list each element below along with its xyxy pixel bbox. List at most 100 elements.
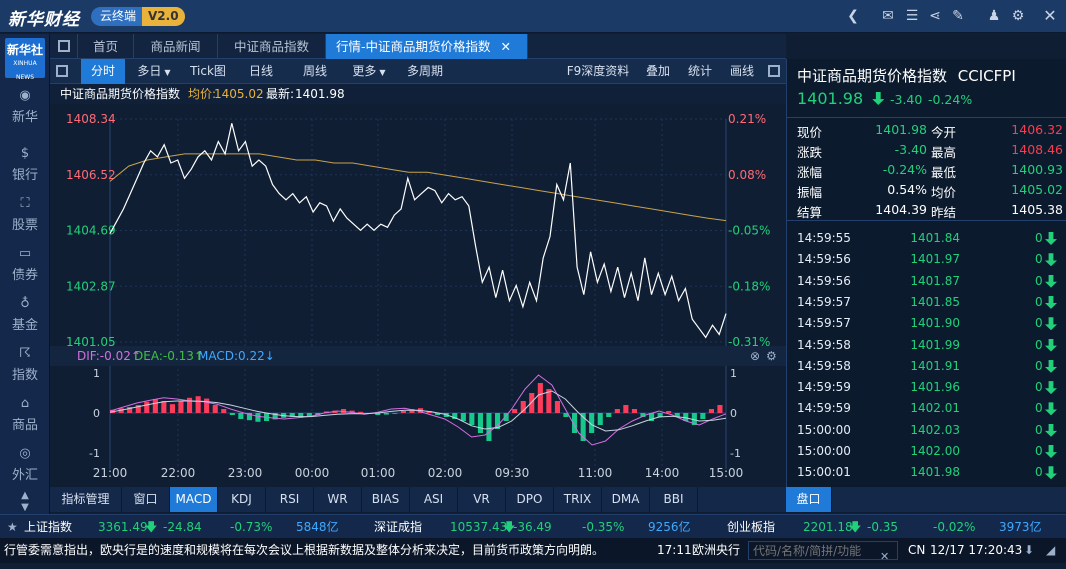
index-name: 中证商品期货价格指数 [60,87,181,101]
y-tick-label: 1406.52 [66,168,116,182]
index-name[interactable]: 创业板指 [727,520,776,534]
close-tab-icon[interactable]: ✕ [500,39,511,54]
down-arrow-icon [872,92,885,105]
code-search-input[interactable] [748,541,898,560]
tool-overlay[interactable]: 叠加 [645,64,670,78]
tab-csi-commodity-index[interactable]: 中证商品指数 [218,34,326,59]
nav-item-forex[interactable]: ◎ 外汇 [0,446,50,483]
macd-bar [383,413,389,415]
right-panel-toggle-button[interactable] [762,59,786,84]
macd-bar [169,404,175,413]
mail-icon[interactable]: ✉ [882,8,894,24]
star-icon[interactable]: ★ [7,520,18,534]
nav-item-bank[interactable]: $ 银行 [0,146,50,183]
nav-label: 股票 [11,218,38,233]
tool-draw-line[interactable]: 画线 [729,64,754,78]
nav-item-fund[interactable]: ♁ 基金 [0,296,50,333]
trade-volume: 0 [1035,358,1043,373]
tool-statistics[interactable]: 统计 [687,64,712,78]
trade-row: 14:59:58 1401.91 0 [787,359,1066,380]
macd-bar [187,397,193,413]
trade-price: 1401.99 [910,337,960,352]
index-pct: -0.02% [933,520,976,534]
tool-multiperiod[interactable]: 多周期 [406,64,443,78]
avg-price-line [109,153,727,222]
panel-toggle-button[interactable] [50,34,78,59]
trade-price: 1402.00 [910,444,960,458]
chat-icon[interactable]: ☰ [905,8,919,24]
tool-daily[interactable]: 日线 [248,64,273,78]
tab-vr[interactable]: VR [458,487,506,512]
macd-bar [640,413,646,417]
cloud-terminal-badge[interactable]: 云终端 V2.0 [91,7,185,26]
nav-item-stock[interactable]: ⛶ 股票 [0,196,50,233]
price-chart[interactable]: 1408.34 1406.52 1404.69 1402.87 1401.05 0.21… [50,104,786,484]
tool-tick[interactable]: Tick图 [190,64,226,78]
y-tick-label-pct: -0.18% [728,279,770,293]
y-axis-left: 1408.34 1406.52 1404.69 1402.87 1401.05 [66,112,116,349]
index-value: 2201.18 [803,520,853,534]
y-tick-label-pct: -0.31% [728,335,770,349]
tab-indicator-manage[interactable]: 指标管理 [50,487,122,512]
x-axis: 21:00 22:00 23:00 00:00 01:00 02:00 09:30 11:00… [93,466,744,480]
tab-rsi[interactable]: RSI [266,487,314,512]
tab-home[interactable]: 首页 [78,34,134,59]
nav-scroll-arrows[interactable]: ▲ ▼ [21,490,29,513]
news-ticker-text[interactable]: 行管委需意指出，欧央行是的速度和规模将在每次会议上根据新数据及整体分析来决定，目… [4,543,605,557]
tab-macd[interactable]: MACD [170,487,218,512]
nav-label: 外汇 [11,468,38,483]
panel-icon [58,40,70,52]
x-tick-label: 00:00 [295,466,330,480]
index-amount: 5848亿 [296,520,339,534]
tab-order-book[interactable]: 盘口 [786,487,832,512]
macd-tick-label-right: -1 [730,447,741,460]
tool-more[interactable]: 更多 ▼ [344,59,394,84]
macd-bar [623,405,629,413]
tab-bias[interactable]: BIAS [362,487,410,512]
nav-item-bond[interactable]: ▭ 债券 [0,246,50,283]
skin-icon[interactable]: ♟ [987,8,1001,24]
clear-search-icon[interactable]: ✕ [880,550,890,563]
tab-dpo[interactable]: DPO [506,487,554,512]
chart-area[interactable]: 1408.34 1406.52 1404.69 1402.87 1401.05 0.21… [50,104,786,484]
index-amount: 9256亿 [648,520,691,534]
trade-price: 1401.90 [910,316,960,331]
resize-grip-icon[interactable]: ◢ [1046,543,1056,557]
tool-f9-data[interactable]: F9深度资料 [566,64,630,78]
nav-item-commodity[interactable]: ⌂ 商品 [0,396,50,433]
edit-icon[interactable]: ✎ [952,8,964,24]
tab-window[interactable]: 窗口 [122,487,170,512]
macd-bar [657,413,663,417]
tab-kdj[interactable]: KDJ [218,487,266,512]
share-icon[interactable]: ⋖ [929,8,941,24]
xinhua-brand[interactable]: 新华社 XINHUA NEWS [5,38,45,81]
nav-item-index[interactable]: ☈ 指数 [0,346,50,383]
index-name[interactable]: 深证成指 [374,520,423,534]
quote-label: 结算 [797,205,823,220]
tool-weekly[interactable]: 周线 [302,64,327,78]
settings-icon[interactable]: ⚙ [1011,8,1025,24]
tab-bbi[interactable]: BBI [650,487,698,512]
quote-change-pct: -0.24% [928,92,973,107]
index-pct: -0.73% [230,520,273,534]
tool-intraday[interactable]: 分时 [81,59,125,84]
price-line [109,123,727,339]
nav-item-xinhua[interactable]: ◉ 新华 [0,88,50,125]
sidebar-toggle-button[interactable] [50,59,74,84]
macd-macd-label: MACD:0.22↓ [198,349,275,363]
close-icon[interactable]: ✕ [1043,6,1057,25]
tab-dma[interactable]: DMA [602,487,650,512]
tab-wr[interactable]: WR [314,487,362,512]
tab-quote-active[interactable]: 行情-中证商品期货价格指数 ✕ [326,34,528,59]
tab-trix[interactable]: TRIX [554,487,602,512]
tool-multiday[interactable]: 多日 ▼ [130,59,178,84]
macd-tick-label-right: 0 [730,407,737,420]
index-name[interactable]: 上证指数 [24,520,73,534]
download-icon[interactable]: ⬇ [1024,543,1035,557]
tab-commodity-news[interactable]: 商品新闻 [134,34,218,59]
trade-price: 1401.97 [910,252,960,267]
multiday-label: 多日 [137,64,162,78]
tab-asi[interactable]: ASI [410,487,458,512]
macd-bar [666,411,672,413]
back-icon[interactable]: ❮ [847,8,859,24]
